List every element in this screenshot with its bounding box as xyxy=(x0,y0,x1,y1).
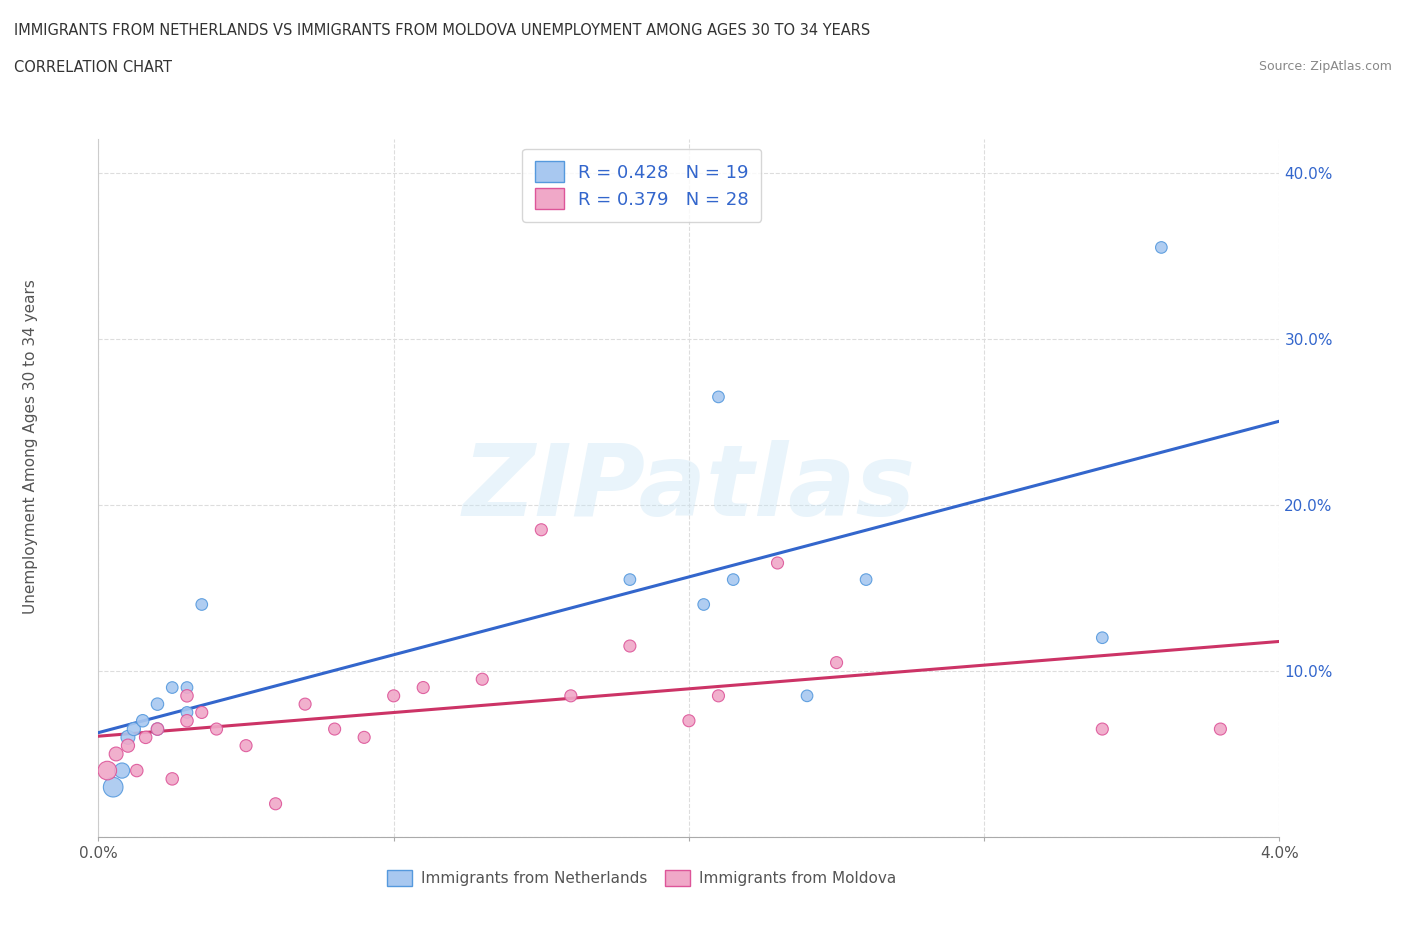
Point xyxy=(132,713,155,728)
Point xyxy=(766,555,789,570)
Point xyxy=(162,680,183,695)
Point xyxy=(191,705,214,720)
Point xyxy=(191,597,214,612)
Point xyxy=(707,390,730,405)
Point xyxy=(619,639,641,654)
Point xyxy=(323,722,346,737)
Point xyxy=(560,688,582,703)
Legend: Immigrants from Netherlands, Immigrants from Moldova: Immigrants from Netherlands, Immigrants … xyxy=(381,864,903,892)
Point xyxy=(146,697,169,711)
Point xyxy=(530,523,553,538)
Text: IMMIGRANTS FROM NETHERLANDS VS IMMIGRANTS FROM MOLDOVA UNEMPLOYMENT AMONG AGES 3: IMMIGRANTS FROM NETHERLANDS VS IMMIGRANT… xyxy=(14,23,870,38)
Point xyxy=(1091,631,1114,645)
Text: Source: ZipAtlas.com: Source: ZipAtlas.com xyxy=(1258,60,1392,73)
Point xyxy=(162,772,183,787)
Point xyxy=(117,730,139,745)
Point xyxy=(1209,722,1232,737)
Point xyxy=(412,680,434,695)
Point xyxy=(796,688,818,703)
Point xyxy=(96,764,118,778)
Point xyxy=(619,572,641,587)
Point xyxy=(111,764,134,778)
Text: CORRELATION CHART: CORRELATION CHART xyxy=(14,60,172,75)
Text: ZIPatlas: ZIPatlas xyxy=(463,440,915,537)
Point xyxy=(176,688,198,703)
Point xyxy=(825,655,848,670)
Point xyxy=(146,722,169,737)
Point xyxy=(471,671,494,686)
Point xyxy=(721,572,744,587)
Point xyxy=(678,713,700,728)
Point xyxy=(105,747,128,762)
Point xyxy=(1091,722,1114,737)
Point xyxy=(176,705,198,720)
Point xyxy=(1150,240,1173,255)
Point xyxy=(693,597,716,612)
Point xyxy=(235,738,257,753)
Point xyxy=(117,738,139,753)
Point xyxy=(353,730,375,745)
Point xyxy=(135,730,157,745)
Point xyxy=(176,713,198,728)
Text: Unemployment Among Ages 30 to 34 years: Unemployment Among Ages 30 to 34 years xyxy=(24,279,38,614)
Point xyxy=(103,779,124,794)
Point xyxy=(855,572,877,587)
Point xyxy=(264,796,287,811)
Point xyxy=(176,680,198,695)
Point xyxy=(146,722,169,737)
Point xyxy=(205,722,228,737)
Point xyxy=(707,688,730,703)
Point xyxy=(125,764,148,778)
Point xyxy=(122,722,145,737)
Point xyxy=(294,697,316,711)
Point xyxy=(382,688,405,703)
